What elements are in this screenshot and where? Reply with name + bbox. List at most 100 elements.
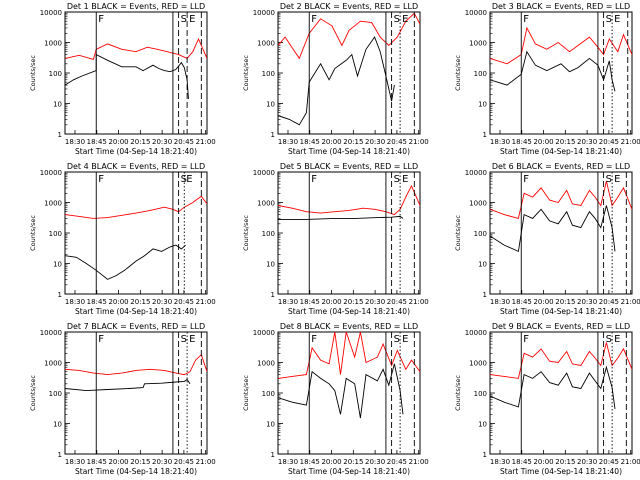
x-tick-label: 21:00: [196, 138, 216, 146]
x-tick-label: 18:45: [512, 458, 532, 466]
detector-panel-6: Det 6 BLACK = Events, RED = LLD 1 10 100 100…: [454, 162, 640, 316]
event-marker-label: S: [606, 174, 612, 185]
detector-panel-3: Det 3 BLACK = Events, RED = LLD 1 10 100 100…: [454, 2, 640, 156]
y-axis-label: Counts/sec: [29, 375, 37, 411]
detector-panel-9: Det 9 BLACK = Events, RED = LLD 1 10 100 100…: [454, 322, 640, 476]
y-axis-label: Counts/sec: [242, 215, 250, 251]
y-tick-label: 100: [49, 230, 62, 238]
x-tick-label: 20:30: [365, 458, 385, 466]
series-line-events: [65, 244, 186, 280]
plot-frame: [489, 331, 633, 455]
panel-title: Det 5 BLACK = Events, RED = LLD: [280, 162, 418, 171]
y-tick-label: 10: [266, 421, 275, 429]
panel-title: Det 4 BLACK = Events, RED = LLD: [67, 162, 205, 171]
event-marker-label: F: [523, 174, 529, 185]
x-tick-label: 20:30: [577, 138, 597, 146]
x-tick-label: 20:15: [343, 138, 363, 146]
panel-title: Det 9 BLACK = Events, RED = LLD: [492, 322, 630, 331]
y-axis-label: Counts/sec: [242, 55, 250, 91]
event-marker-label: E: [614, 174, 620, 185]
series-line-lld: [490, 181, 632, 219]
y-tick-label: 1000: [469, 360, 487, 368]
x-tick-label: 20:15: [555, 138, 575, 146]
x-tick-label: 20:45: [599, 138, 619, 146]
detector-panel-1: Det 1 BLACK = Events, RED = LLD 1 10 100 100…: [29, 2, 216, 156]
panel-title: Det 3 BLACK = Events, RED = LLD: [492, 2, 630, 11]
x-tick-label: 20:45: [599, 298, 619, 306]
y-tick-label: 100: [474, 230, 487, 238]
y-tick-label: 1000: [44, 200, 62, 208]
y-tick-label: 100: [262, 390, 275, 398]
detector-panel-2: Det 2 BLACK = Events, RED = LLD 1 10 100 100…: [242, 2, 429, 156]
event-marker-label: E: [189, 14, 195, 25]
panel-title: Det 8 BLACK = Events, RED = LLD: [280, 322, 418, 331]
x-tick-label: 20:00: [533, 458, 553, 466]
x-tick-label: 21:00: [409, 138, 429, 146]
x-tick-label: 18:30: [278, 138, 298, 146]
x-tick-label: 20:00: [533, 138, 553, 146]
series-line-lld: [490, 26, 632, 65]
x-tick-label: 20:45: [174, 458, 194, 466]
x-tick-label: 18:30: [490, 138, 510, 146]
x-axis-label: Start Time (04-Sep-14 18:21:40): [500, 307, 622, 316]
y-tick-label: 1: [483, 291, 487, 299]
event-marker-label: E: [189, 334, 195, 345]
y-tick-label: 1000: [257, 200, 275, 208]
event-marker-label: S: [606, 14, 612, 25]
panel-title: Det 1 BLACK = Events, RED = LLD: [67, 2, 205, 11]
plot-frame: [489, 171, 633, 295]
x-tick-label: 20:15: [130, 298, 150, 306]
event-marker-label: F: [98, 14, 104, 25]
event-marker-label: F: [311, 14, 317, 25]
x-tick-label: 18:45: [512, 138, 532, 146]
x-axis-label: Start Time (04-Sep-14 18:21:40): [75, 147, 197, 156]
series-line-lld: [65, 37, 207, 60]
x-tick-label: 20:45: [174, 138, 194, 146]
event-marker-label: E: [402, 14, 408, 25]
y-tick-label: 1000: [469, 200, 487, 208]
detector-panel-5: Det 5 BLACK = Events, RED = LLD 1 10 100 100…: [242, 162, 429, 316]
event-marker-label: F: [311, 174, 317, 185]
series-line-lld: [490, 342, 632, 379]
panel-title: Det 6 BLACK = Events, RED = LLD: [492, 162, 630, 171]
x-tick-label: 18:45: [300, 298, 320, 306]
y-tick-label: 1: [271, 451, 275, 459]
event-marker-label: S: [181, 14, 187, 25]
x-tick-label: 21:00: [621, 458, 640, 466]
y-tick-label: 100: [474, 70, 487, 78]
y-tick-label: 10: [53, 101, 62, 109]
series-line-lld: [278, 12, 420, 60]
series-line-events: [490, 365, 616, 409]
x-tick-label: 20:30: [152, 458, 172, 466]
x-tick-label: 20:30: [365, 298, 385, 306]
y-tick-label: 10: [266, 261, 275, 269]
x-tick-label: 18:45: [300, 458, 320, 466]
series-line-lld: [278, 332, 420, 379]
x-tick-label: 20:15: [343, 458, 363, 466]
x-axis-label: Start Time (04-Sep-14 18:21:40): [500, 147, 622, 156]
y-axis-label: Counts/sec: [454, 375, 462, 411]
series-line-events: [278, 36, 395, 126]
plot-frame: [277, 331, 421, 455]
x-tick-label: 18:30: [278, 298, 298, 306]
y-tick-label: 10000: [465, 169, 487, 177]
y-tick-label: 10000: [40, 329, 62, 337]
x-tick-label: 18:45: [87, 138, 107, 146]
x-tick-label: 20:15: [555, 298, 575, 306]
x-tick-label: 18:30: [490, 298, 510, 306]
x-tick-label: 20:45: [387, 458, 407, 466]
series-line-events: [490, 50, 616, 92]
x-axis-label: Start Time (04-Sep-14 18:21:40): [75, 307, 197, 316]
x-tick-label: 18:45: [87, 458, 107, 466]
y-tick-label: 100: [474, 390, 487, 398]
x-axis-label: Start Time (04-Sep-14 18:21:40): [500, 467, 622, 476]
x-tick-label: 21:00: [196, 458, 216, 466]
y-tick-label: 10000: [253, 169, 275, 177]
x-tick-label: 20:00: [108, 298, 128, 306]
event-marker-label: S: [394, 174, 400, 185]
y-tick-label: 10000: [253, 9, 275, 17]
x-tick-label: 21:00: [196, 298, 216, 306]
y-tick-label: 1: [271, 131, 275, 139]
x-axis-label: Start Time (04-Sep-14 18:21:40): [288, 467, 410, 476]
